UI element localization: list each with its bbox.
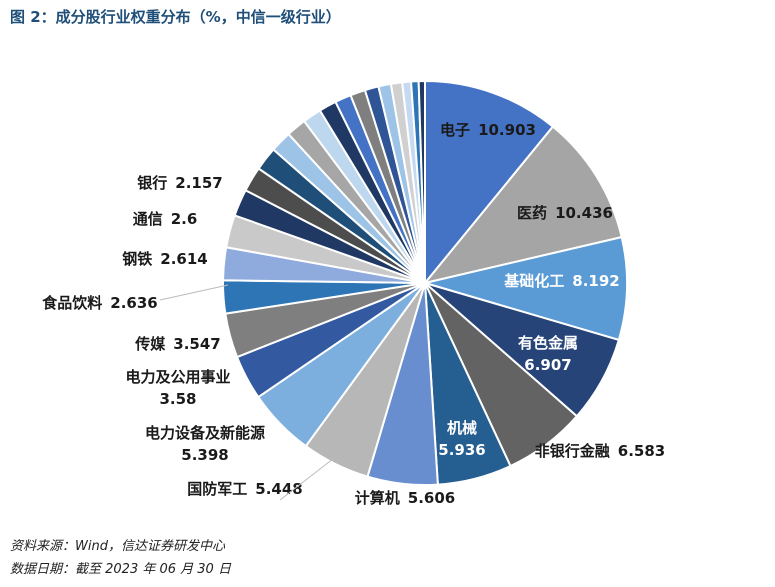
slice-label: 钢铁 2.614 xyxy=(122,250,207,268)
value-label: 3.547 xyxy=(173,335,220,353)
slice-label: 机械 5.936 xyxy=(438,419,485,459)
slice-label: 有色金属 6.907 xyxy=(518,334,578,374)
category-label: 有色金属 xyxy=(518,334,578,352)
slice-label: 银行 2.157 xyxy=(137,174,222,192)
slice-label: 国防军工 5.448 xyxy=(187,480,302,498)
pie-slice xyxy=(422,125,623,285)
slice-label: 食品饮料 2.636 xyxy=(42,294,157,312)
value-label: 5.398 xyxy=(181,446,228,464)
leader-line xyxy=(279,454,339,501)
slice-label: 基础化工 8.192 xyxy=(503,272,619,290)
pie-slice xyxy=(417,79,426,284)
value-label: 10.903 xyxy=(478,121,536,139)
category-label: 银行 xyxy=(137,174,167,192)
value-label: 5.936 xyxy=(438,441,485,459)
leader-line xyxy=(159,284,229,301)
value-label: 5.448 xyxy=(255,480,302,498)
category-label: 医药 xyxy=(517,204,547,222)
source-note: 资料来源：Wind，信达证券研发中心 xyxy=(10,539,226,554)
category-label: 电力及公用事业 xyxy=(125,368,230,386)
category-label: 通信 xyxy=(133,210,163,228)
category-label: 食品饮料 xyxy=(42,294,102,312)
pie-slice xyxy=(424,79,555,286)
value-label: 6.583 xyxy=(618,442,665,460)
slice-label: 计算机 5.606 xyxy=(355,489,455,507)
category-label: 电力设备及新能源 xyxy=(145,424,265,442)
value-label: 5.606 xyxy=(408,489,455,507)
pie-slice xyxy=(421,235,628,342)
category-label: 基础化工 xyxy=(503,272,564,290)
value-label: 2.157 xyxy=(175,174,222,192)
slice-label: 通信 2.6 xyxy=(133,210,198,228)
slice-label: 传媒 3.547 xyxy=(134,335,220,353)
slice-label: 电力设备及新能源 5.398 xyxy=(145,424,265,464)
value-label: 8.192 xyxy=(572,272,619,290)
value-label: 2.6 xyxy=(171,210,198,228)
category-label: 计算机 xyxy=(355,489,400,507)
chart-title: 图 2：成分股行业权重分布（%，中信一级行业） xyxy=(10,8,341,26)
category-label: 非银行金融 xyxy=(535,442,610,460)
date-note: 数据日期：截至 2023 年 06 月 30 日 xyxy=(10,562,232,577)
value-label: 6.907 xyxy=(524,356,571,374)
value-label: 10.436 xyxy=(555,204,613,222)
category-label: 国防军工 xyxy=(187,480,247,498)
category-label: 电子 xyxy=(440,121,470,139)
value-label: 2.614 xyxy=(160,250,207,268)
category-label: 传媒 xyxy=(134,335,166,353)
value-label: 2.636 xyxy=(110,294,157,312)
category-label: 机械 xyxy=(447,419,477,437)
slice-label: 非银行金融 6.583 xyxy=(535,442,665,460)
slice-label: 电力及公用事业 3.58 xyxy=(125,368,230,408)
category-label: 钢铁 xyxy=(122,250,152,268)
slice-label: 电子 10.903 xyxy=(440,121,536,139)
slice-label: 医药 10.436 xyxy=(517,204,613,222)
value-label: 3.58 xyxy=(159,390,196,408)
